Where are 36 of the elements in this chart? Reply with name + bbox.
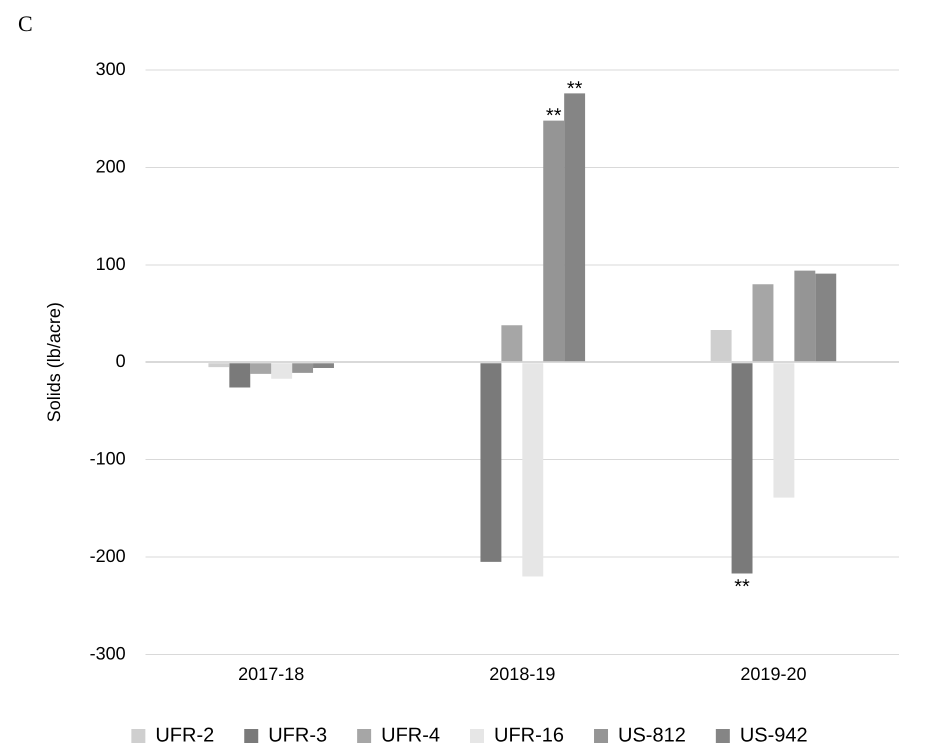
x-tick-label: 2019-20 [740, 664, 806, 684]
y-tick-label: -200 [90, 546, 126, 566]
bar [292, 363, 314, 373]
legend-label: UFR-2 [155, 724, 214, 747]
legend-label: US-942 [740, 724, 808, 747]
data-label: ** [566, 78, 583, 100]
legend-label: UFR-16 [494, 724, 564, 747]
bar [501, 325, 522, 362]
data-label: ** [546, 105, 562, 128]
bar [564, 93, 586, 362]
bar [794, 270, 816, 362]
y-tick-label: 100 [96, 254, 126, 274]
bar [229, 363, 250, 388]
x-tick-label: 2017-18 [238, 664, 304, 684]
bar [752, 284, 774, 362]
y-axis-title: Solids (lb/acre) [44, 302, 64, 422]
y-tick-label: -100 [90, 448, 126, 469]
bar [313, 363, 334, 368]
legend-label: US-812 [618, 724, 686, 747]
data-label: ** [734, 576, 750, 598]
y-tick-label: -300 [90, 643, 126, 664]
legend-label: UFR-4 [381, 724, 440, 747]
bar [480, 363, 502, 562]
bar [250, 363, 272, 374]
legend-label: UFR-3 [268, 724, 328, 747]
bar [271, 363, 292, 379]
y-tick-label: 200 [96, 156, 126, 176]
text: C [18, 10, 33, 36]
y-tick-label: 300 [96, 58, 126, 79]
bar [522, 363, 544, 576]
bar [815, 274, 836, 362]
bar [543, 120, 564, 362]
x-tick-label: 2018-19 [489, 664, 556, 684]
bar [773, 363, 794, 498]
bar [732, 363, 753, 574]
y-tick-label: 0 [116, 351, 126, 372]
